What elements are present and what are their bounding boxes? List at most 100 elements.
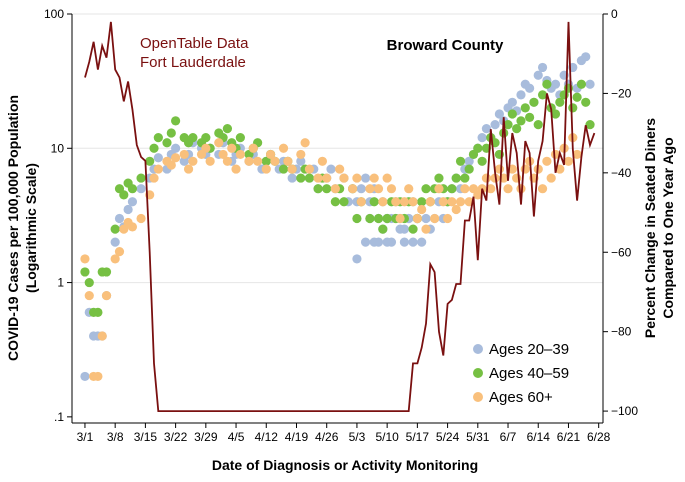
scatter-point bbox=[261, 164, 271, 174]
y-left-tick-label: .1 bbox=[54, 410, 64, 424]
legend-label-60plus: Ages 60+ bbox=[489, 389, 553, 406]
scatter-point bbox=[265, 149, 276, 160]
scatter-point bbox=[550, 109, 561, 119]
annotation-line-1: OpenTable Data bbox=[140, 35, 249, 52]
scatter-point bbox=[93, 307, 103, 317]
scatter-point bbox=[447, 197, 457, 207]
scatter-point bbox=[352, 173, 362, 183]
scatter-point bbox=[300, 138, 310, 148]
scatter-point bbox=[533, 70, 543, 80]
scatter-point bbox=[581, 52, 591, 62]
scatter-point bbox=[486, 184, 496, 194]
x-tick-label: 3/1 bbox=[77, 430, 94, 444]
y-left-title-2: (Logarithmic Scale) bbox=[23, 163, 39, 293]
scatter-point bbox=[296, 173, 306, 183]
scatter-point bbox=[360, 237, 371, 247]
scatter-point bbox=[348, 184, 358, 194]
scatter-point bbox=[572, 92, 582, 102]
scatter-point bbox=[149, 173, 159, 183]
scatter-point bbox=[101, 290, 112, 301]
scatter-point bbox=[244, 156, 254, 166]
scatter-point bbox=[391, 197, 401, 207]
scatter-point bbox=[84, 290, 94, 301]
scatter-point bbox=[373, 237, 384, 247]
x-tick-label: 5/3 bbox=[349, 430, 366, 444]
scatter-point bbox=[136, 184, 146, 194]
scatter-point bbox=[408, 224, 418, 234]
scatter-point bbox=[317, 156, 327, 166]
scatter-point bbox=[166, 160, 176, 170]
scatter-point bbox=[171, 116, 181, 126]
x-tick-label: 5/10 bbox=[375, 430, 399, 444]
scatter-point bbox=[434, 184, 444, 194]
scatter-point bbox=[201, 133, 211, 143]
x-tick-label: 3/8 bbox=[107, 430, 124, 444]
scatter-point bbox=[473, 143, 483, 153]
scatter-point bbox=[568, 103, 578, 113]
scatter-point bbox=[477, 133, 487, 143]
scatter-point bbox=[179, 156, 189, 166]
scatter-point bbox=[326, 164, 336, 174]
scatter-point bbox=[425, 197, 435, 207]
scatter-point bbox=[253, 156, 263, 166]
annotation-line-2: Fort Lauderdale bbox=[140, 54, 246, 71]
x-tick-label: 3/15 bbox=[134, 430, 158, 444]
scatter-point bbox=[183, 164, 194, 174]
scatter-point bbox=[322, 184, 332, 194]
scatter-point bbox=[386, 184, 397, 194]
y-right-title-1: Percent Change in Seated Diners bbox=[642, 118, 658, 338]
scatter-point bbox=[356, 184, 366, 194]
x-tick-label: 4/12 bbox=[255, 430, 279, 444]
scatter-point bbox=[451, 204, 461, 215]
scatter-point bbox=[97, 331, 107, 341]
scatter-point bbox=[447, 184, 457, 194]
scatter-point bbox=[93, 371, 103, 382]
scatter-point bbox=[114, 213, 125, 224]
scatter-point bbox=[503, 120, 513, 130]
scatter-point bbox=[127, 184, 138, 194]
scatter-point bbox=[460, 173, 470, 183]
scatter-point bbox=[80, 254, 90, 264]
legend-marker-20-39 bbox=[473, 344, 483, 354]
scatter-point bbox=[369, 197, 379, 207]
scatter-point bbox=[537, 62, 548, 73]
scatter-point bbox=[80, 371, 90, 382]
x-axis-title: Date of Diagnosis or Activity Monitoring bbox=[212, 457, 478, 473]
scatter-point bbox=[576, 79, 587, 89]
y-left-tick-label: 10 bbox=[51, 141, 65, 155]
scatter-point bbox=[442, 213, 453, 224]
y-left-tick-label: 100 bbox=[44, 7, 64, 21]
scatter-point bbox=[520, 103, 530, 113]
scatter-point bbox=[352, 254, 362, 264]
scatter-point bbox=[248, 143, 258, 153]
scatter-point bbox=[516, 116, 526, 126]
scatter-point bbox=[546, 173, 556, 183]
x-tick-label: 6/7 bbox=[500, 430, 517, 444]
scatter-point bbox=[171, 143, 181, 153]
scatter-point bbox=[421, 224, 431, 234]
scatter-point bbox=[278, 164, 289, 174]
scatter-point bbox=[287, 164, 297, 174]
scatter-point bbox=[339, 197, 349, 207]
scatter-point bbox=[136, 213, 146, 224]
scatter-point bbox=[80, 267, 90, 277]
x-tick-label: 4/26 bbox=[315, 430, 339, 444]
scatter-point bbox=[153, 153, 163, 163]
scatter-point bbox=[339, 173, 349, 183]
scatter-point bbox=[417, 204, 427, 215]
x-tick-label: 5/24 bbox=[436, 430, 460, 444]
scatter-point bbox=[404, 184, 414, 194]
scatter-point bbox=[455, 156, 466, 166]
scatter-point bbox=[119, 190, 129, 200]
y-right-tick-label: −80 bbox=[611, 325, 632, 339]
scatter-point bbox=[373, 213, 384, 224]
y-right-title-2: Compared to One Year Ago bbox=[660, 137, 676, 318]
scatter-point bbox=[322, 173, 332, 183]
scatter-point bbox=[507, 97, 517, 107]
scatter-point bbox=[365, 184, 375, 194]
scatter-point bbox=[179, 149, 189, 160]
scatter-point bbox=[166, 128, 176, 138]
scatter-point bbox=[145, 156, 155, 166]
